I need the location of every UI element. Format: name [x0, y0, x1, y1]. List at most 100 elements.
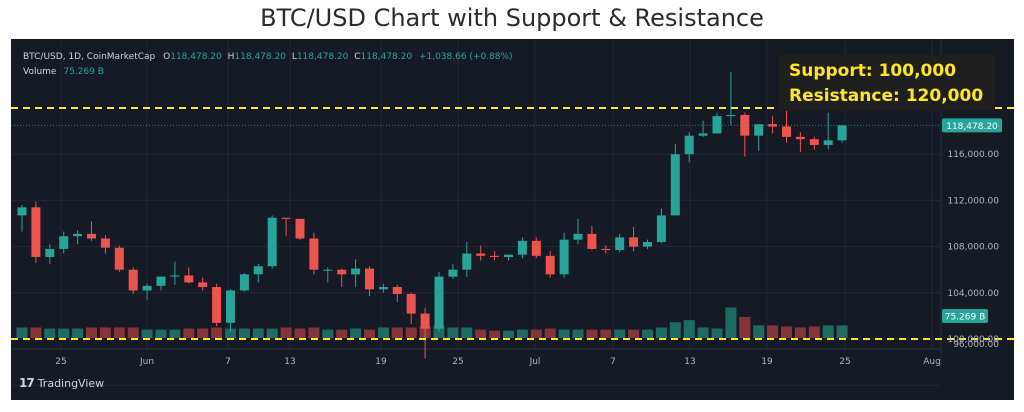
volume-bar: [503, 330, 514, 338]
close-label: C: [354, 52, 361, 62]
candle-body: [378, 287, 388, 290]
candle-body: [295, 218, 305, 239]
candle-body: [587, 233, 597, 249]
chart-panel[interactable]: 96,000.00 100,000.00 104,000.00 108,000.00 1…: [11, 39, 1014, 400]
candle-body: [601, 248, 611, 251]
volume-bar: [113, 327, 125, 338]
support-value: 100,000: [878, 61, 957, 81]
candle-body: [184, 275, 194, 283]
volume-bar: [294, 328, 306, 338]
volume-bar: [822, 325, 834, 338]
candle-body: [490, 255, 500, 257]
candle-body: [476, 253, 486, 256]
candle-body: [337, 269, 347, 275]
candle-body: [712, 116, 722, 134]
volume-bar: [197, 328, 209, 338]
high-label: H: [227, 52, 235, 62]
candle-body: [226, 290, 235, 323]
volume-bar: [99, 327, 111, 338]
candle-body: [559, 239, 569, 275]
candle-body: [823, 140, 833, 145]
resistance-annotation: Resistance: 120,000: [789, 86, 983, 106]
volume-bar: [238, 328, 250, 338]
candle-body: [420, 313, 430, 329]
volume-bar: [336, 329, 348, 338]
candle-body: [768, 124, 778, 127]
candle-body: [73, 233, 83, 237]
volume-bar: [489, 330, 501, 338]
time-tick-label: Aug: [923, 357, 941, 367]
candle-body: [142, 285, 152, 291]
support-label: Support:: [789, 61, 873, 81]
current-price-tag: [942, 118, 1002, 133]
candle-body: [323, 269, 333, 271]
candle-body: [45, 248, 55, 257]
candle-body: [517, 240, 527, 255]
price-tick-label: 96,000.00: [953, 340, 999, 350]
volume-bar: [58, 328, 70, 338]
tradingview-logo-icon: 17: [19, 376, 35, 390]
candle-body: [684, 135, 694, 155]
candle-body: [545, 255, 555, 275]
volume-bar: [697, 327, 709, 338]
time-tick-label: Jun: [139, 357, 154, 367]
candle-body: [59, 236, 69, 249]
candle-body: [643, 241, 652, 247]
symbol-label: BTC/USD, 1D, CoinMarketCap: [23, 52, 156, 62]
time-tick-label: 13: [684, 357, 695, 367]
volume-bar: [628, 329, 640, 338]
time-tick-label: 25: [839, 357, 850, 367]
volume-bar: [211, 327, 223, 338]
support-resistance-annotation: Support: 100,000 Resistance: 120,000: [779, 55, 995, 111]
candle-body: [351, 268, 361, 275]
candle-body: [504, 254, 513, 257]
volume-bar: [808, 326, 820, 338]
volume-bar: [30, 327, 42, 338]
volume-label: Volume: [23, 67, 57, 77]
volume-bar: [683, 320, 695, 338]
time-tick-label: 19: [761, 357, 773, 367]
candle-body: [212, 287, 222, 323]
candle-body: [156, 276, 166, 286]
candle-body: [615, 237, 625, 251]
candle-body: [754, 124, 764, 136]
candle-body: [17, 207, 27, 216]
high-value: 118,478.20: [234, 52, 286, 62]
volume-bar: [739, 317, 751, 338]
time-tick-label: 7: [225, 357, 231, 367]
resistance-value: 120,000: [905, 86, 984, 106]
volume-bar: [280, 327, 292, 338]
volume-bar: [614, 329, 626, 338]
candle-body: [698, 133, 708, 136]
candle-body: [365, 268, 374, 290]
ohlc-legend: BTC/USD, 1D, CoinMarketCap O118,478.20 H…: [23, 52, 513, 62]
volume-bar: [127, 327, 139, 338]
candle-body: [448, 269, 458, 277]
candle-body: [267, 217, 277, 267]
change-value: +1,038.66 (+0.88%): [418, 52, 513, 62]
volume-bar: [405, 327, 417, 338]
candle-body: [87, 233, 96, 239]
volume-bar: [350, 328, 362, 338]
time-tick-label: 13: [284, 357, 295, 367]
volume-bar: [836, 325, 848, 338]
candle-body: [281, 217, 291, 219]
candle-body: [253, 266, 263, 275]
open-value: 118,478.20: [170, 52, 222, 62]
low-value: 118,478.20: [296, 52, 349, 62]
candle-body: [573, 233, 583, 240]
volume-bar: [794, 327, 806, 338]
volume-bar: [308, 327, 320, 338]
volume-value: 75.269 B: [63, 67, 104, 77]
current-volume-tag: [942, 309, 988, 323]
volume-bar: [447, 327, 459, 338]
tradingview-logo[interactable]: 17 TradingView: [19, 376, 104, 390]
candle-body: [670, 154, 680, 216]
candle-body: [740, 114, 750, 136]
volume-bar: [572, 329, 584, 338]
volume-bar: [155, 329, 167, 338]
candle-body: [239, 274, 249, 291]
volume-bar: [753, 325, 765, 338]
volume-legend: Volume 75.269 B: [23, 67, 104, 77]
